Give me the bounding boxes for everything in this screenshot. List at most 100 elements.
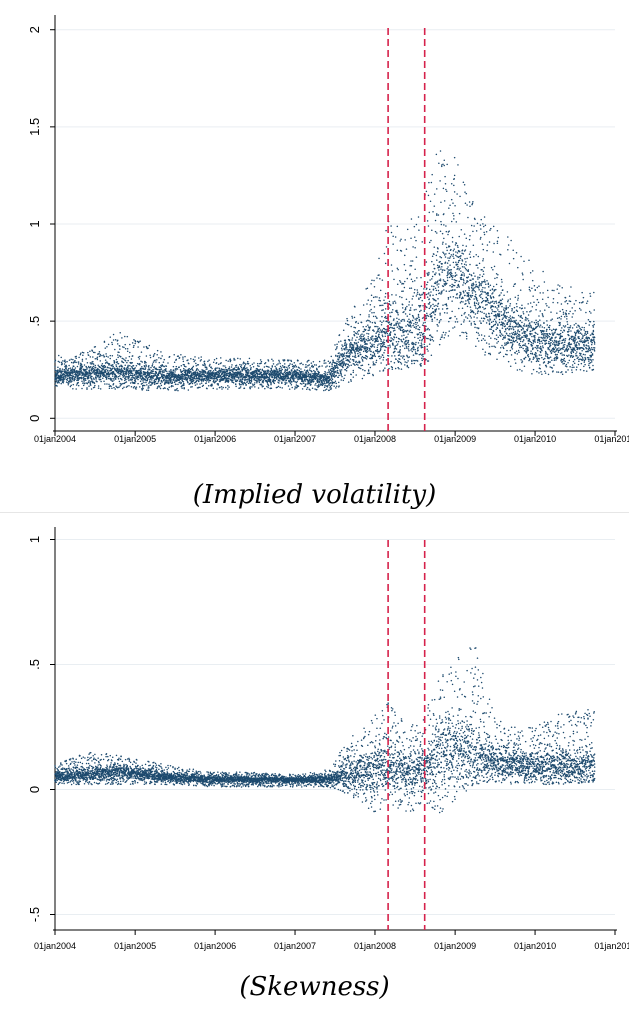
data-point bbox=[131, 376, 134, 378]
data-point bbox=[176, 368, 179, 370]
data-point bbox=[240, 364, 243, 366]
data-point bbox=[252, 376, 254, 379]
data-point bbox=[77, 379, 80, 381]
data-point bbox=[113, 372, 115, 375]
data-point bbox=[450, 269, 453, 271]
data-point bbox=[414, 268, 416, 270]
x-tick-label: 01jan2007 bbox=[274, 434, 316, 444]
data-point bbox=[289, 363, 291, 365]
data-point bbox=[100, 364, 103, 367]
data-point bbox=[121, 365, 124, 368]
data-point bbox=[321, 365, 323, 367]
data-point bbox=[408, 318, 410, 320]
data-point bbox=[175, 380, 178, 382]
data-point bbox=[71, 380, 73, 382]
data-point bbox=[411, 298, 414, 300]
data-point bbox=[124, 343, 126, 346]
data-point bbox=[418, 318, 421, 321]
data-point bbox=[438, 292, 441, 294]
data-point bbox=[77, 372, 79, 375]
data-point bbox=[444, 284, 446, 286]
data-point bbox=[418, 297, 420, 299]
data-point bbox=[368, 350, 370, 352]
data-point bbox=[414, 318, 416, 320]
data-point bbox=[364, 340, 367, 343]
data-point bbox=[64, 370, 67, 372]
data-point bbox=[161, 364, 164, 367]
data-point bbox=[65, 376, 67, 379]
data-point bbox=[128, 385, 130, 387]
data-point bbox=[454, 274, 457, 277]
data-point bbox=[383, 345, 385, 348]
data-point bbox=[256, 373, 259, 376]
data-point bbox=[305, 374, 308, 376]
data-point bbox=[409, 273, 411, 275]
data-point bbox=[328, 382, 331, 384]
data-point bbox=[324, 382, 326, 385]
data-point bbox=[98, 351, 101, 353]
data-point bbox=[443, 336, 445, 339]
data-point bbox=[250, 377, 253, 380]
data-point bbox=[392, 302, 394, 305]
data-point bbox=[367, 337, 369, 340]
data-point bbox=[406, 320, 409, 322]
data-point bbox=[427, 194, 430, 197]
data-point bbox=[388, 321, 391, 323]
data-point bbox=[396, 360, 399, 362]
data-point bbox=[134, 382, 136, 385]
data-point bbox=[447, 298, 450, 300]
data-point bbox=[224, 379, 227, 381]
data-point bbox=[296, 386, 298, 388]
data-point bbox=[365, 339, 367, 341]
data-point bbox=[81, 358, 84, 361]
data-point bbox=[466, 257, 468, 260]
data-point bbox=[243, 367, 246, 369]
data-point bbox=[301, 383, 303, 385]
data-point bbox=[338, 374, 340, 377]
data-point bbox=[139, 380, 142, 382]
data-point bbox=[95, 378, 97, 380]
data-point bbox=[156, 354, 158, 356]
data-point bbox=[315, 364, 318, 366]
data-point bbox=[396, 249, 399, 252]
data-point bbox=[364, 357, 367, 359]
data-point bbox=[374, 364, 376, 366]
data-point bbox=[131, 378, 134, 381]
data-point bbox=[416, 317, 418, 320]
data-point bbox=[443, 164, 445, 167]
data-point bbox=[83, 381, 85, 383]
data-point bbox=[340, 359, 343, 362]
data-point bbox=[418, 339, 421, 341]
data-point bbox=[158, 361, 161, 364]
data-point bbox=[353, 330, 355, 333]
data-point bbox=[272, 378, 275, 381]
data-point bbox=[458, 296, 461, 299]
data-point bbox=[420, 345, 423, 347]
data-point bbox=[324, 389, 327, 391]
data-point bbox=[116, 339, 119, 341]
data-point bbox=[90, 380, 92, 383]
data-point bbox=[383, 299, 385, 302]
data-point bbox=[345, 344, 347, 347]
data-point bbox=[330, 355, 333, 358]
data-point bbox=[277, 385, 280, 388]
data-point bbox=[337, 372, 340, 374]
data-point bbox=[438, 279, 441, 281]
data-point bbox=[161, 373, 163, 375]
data-point bbox=[345, 322, 347, 325]
data-point bbox=[448, 207, 450, 209]
data-point bbox=[355, 332, 358, 335]
data-point bbox=[75, 388, 77, 390]
data-point bbox=[443, 312, 446, 314]
data-point bbox=[367, 319, 369, 321]
data-point bbox=[428, 307, 431, 310]
data-point bbox=[67, 382, 70, 384]
data-point bbox=[195, 362, 197, 365]
data-point bbox=[65, 371, 68, 373]
data-point bbox=[247, 362, 250, 365]
data-point bbox=[460, 278, 463, 281]
data-point bbox=[89, 356, 92, 358]
data-point bbox=[57, 369, 59, 371]
data-point bbox=[156, 387, 158, 390]
data-point bbox=[455, 251, 457, 253]
